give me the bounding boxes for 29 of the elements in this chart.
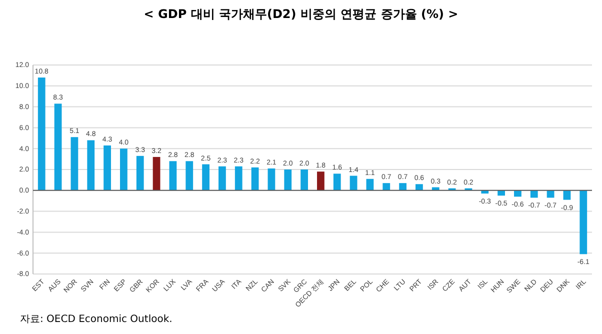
bar [251, 167, 259, 190]
bar [284, 170, 292, 190]
bar [234, 166, 242, 190]
bar [530, 190, 538, 198]
bar [70, 137, 78, 190]
bar [382, 183, 390, 190]
bar [136, 156, 144, 190]
bar [580, 190, 588, 254]
bar [202, 164, 210, 190]
bar [300, 170, 308, 190]
bar [54, 104, 62, 190]
bar [104, 145, 111, 190]
chart-title: < GDP 대비 국가채무(D2) 비중의 연평균 증가율 (%) > [144, 7, 458, 21]
bar [333, 174, 341, 190]
bar [563, 190, 571, 200]
bar [317, 172, 324, 190]
bar [218, 166, 226, 190]
bar [399, 183, 406, 190]
bar [268, 168, 276, 190]
bar [416, 184, 423, 190]
text: 자료: OECD Economic Outlook. [20, 314, 172, 325]
bar [169, 161, 177, 190]
bar [186, 161, 194, 190]
bar [350, 176, 358, 190]
bar [152, 156, 160, 190]
bar [120, 148, 128, 190]
bar [87, 140, 95, 190]
bar [38, 78, 46, 190]
bar [366, 178, 374, 190]
